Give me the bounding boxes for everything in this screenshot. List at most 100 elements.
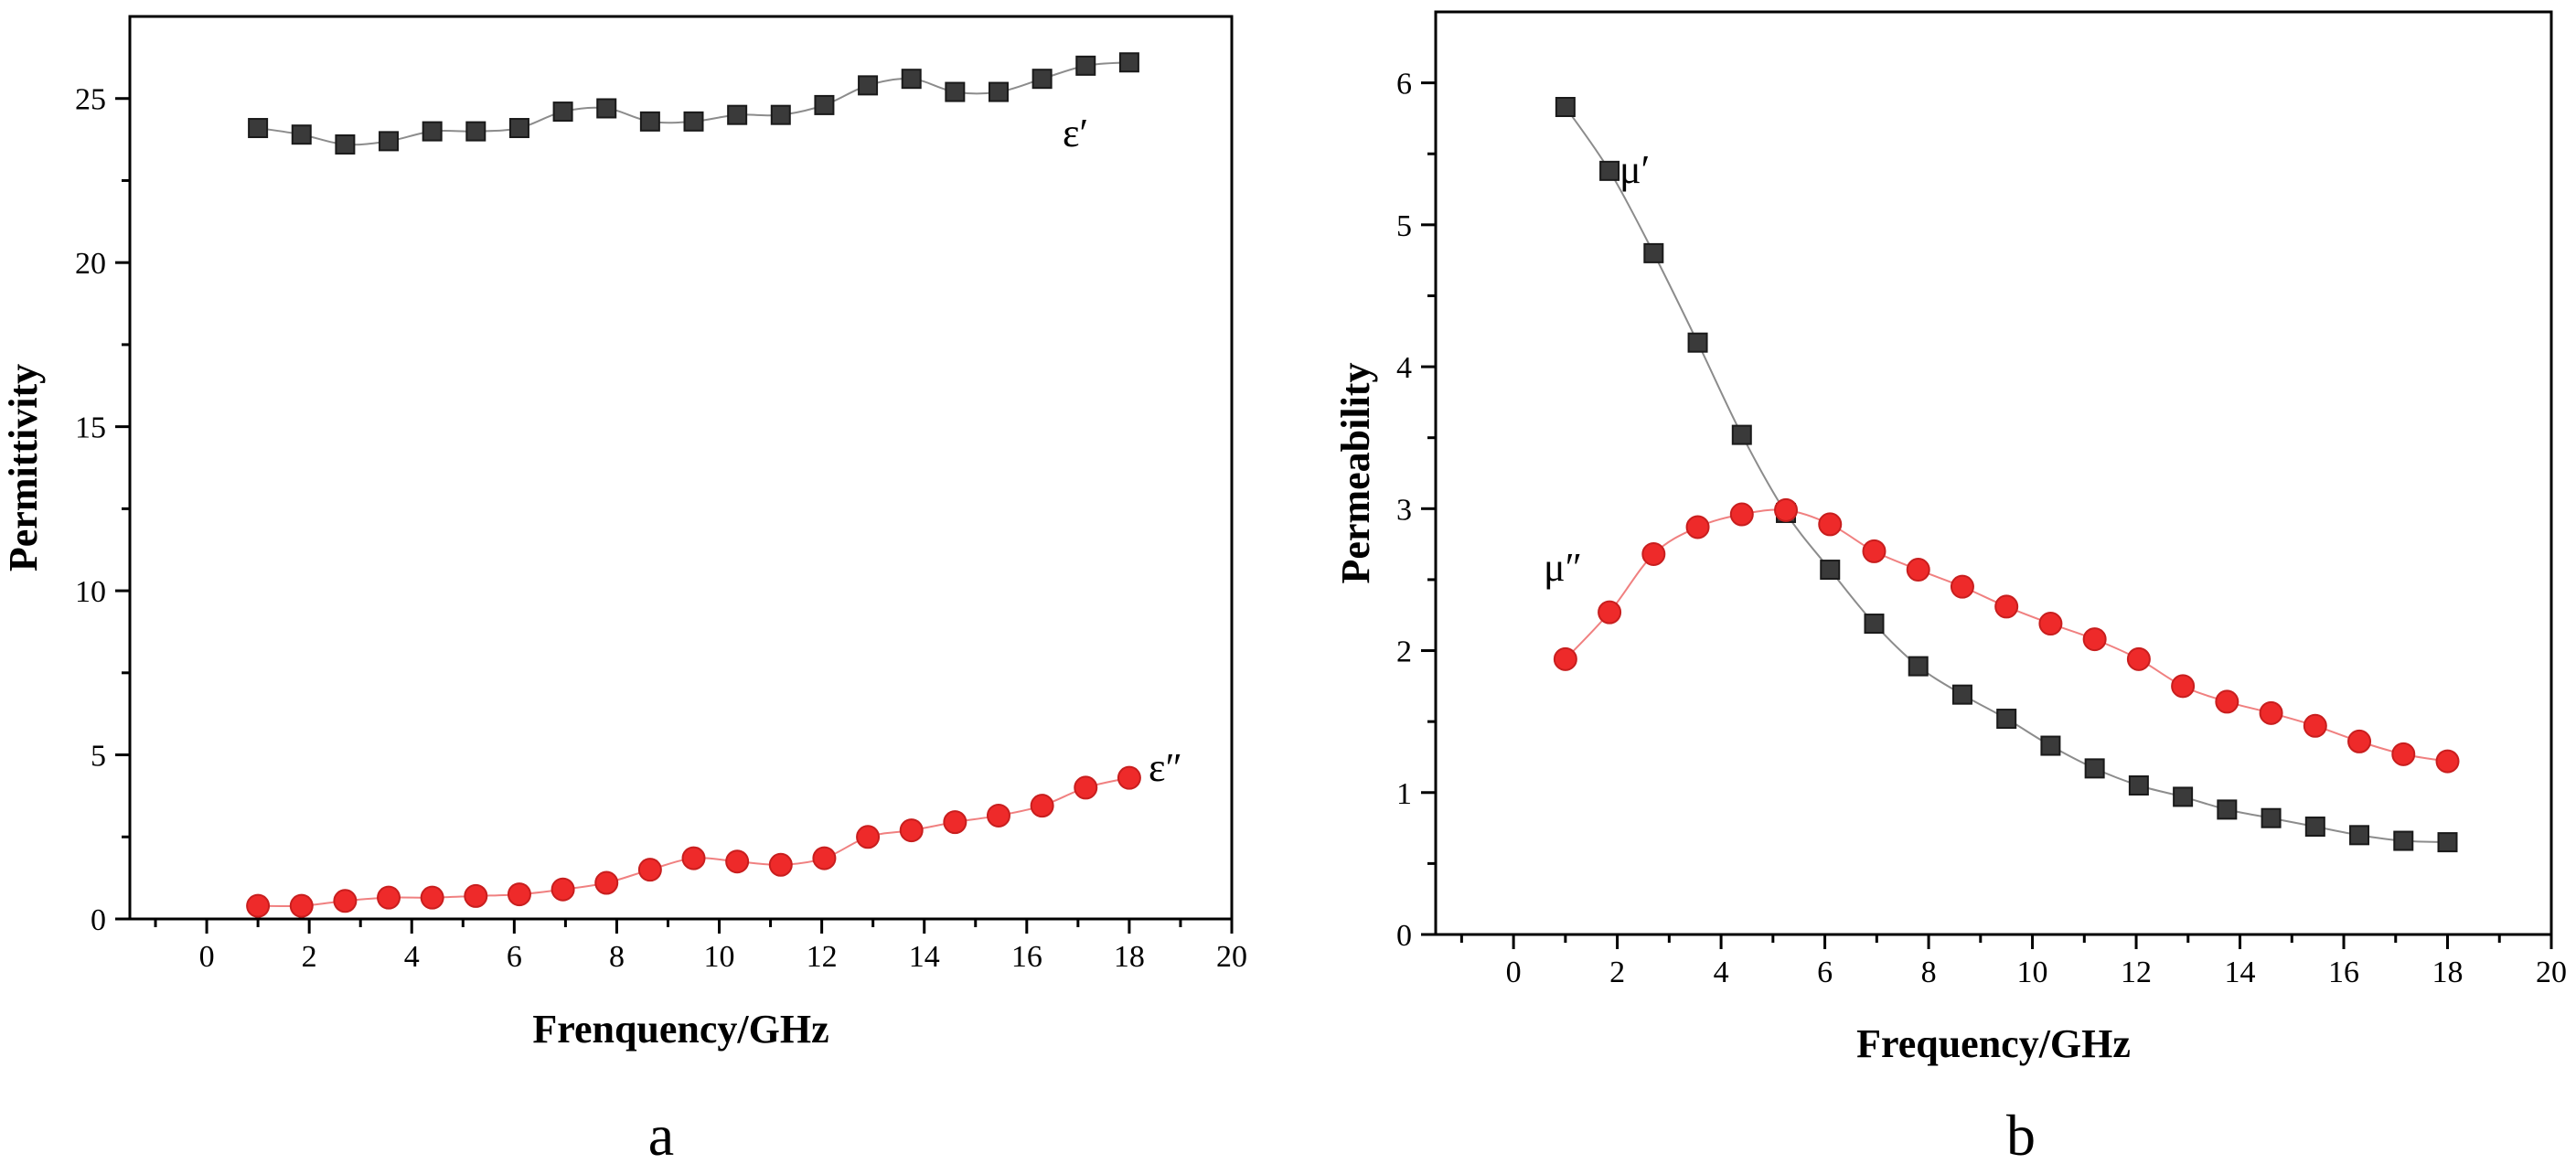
data-point-square xyxy=(1599,160,1620,181)
data-point-circle xyxy=(1117,765,1141,790)
data-point-circle xyxy=(2347,729,2372,753)
data-point-circle xyxy=(768,852,793,877)
data-point-circle xyxy=(2038,612,2063,636)
data-point-circle xyxy=(986,803,1010,828)
series-label-mu-double-prime: μ″ xyxy=(1544,545,1582,590)
data-point-square xyxy=(2393,830,2414,851)
data-point-circle xyxy=(2391,742,2416,766)
data-point-circle xyxy=(681,846,706,870)
data-point-square xyxy=(727,104,748,125)
data-point-square xyxy=(1731,424,1752,445)
data-point-circle xyxy=(464,883,488,908)
data-point-circle xyxy=(856,825,881,849)
x-tick-label: 10 xyxy=(2017,956,2048,989)
y-tick-label: 0 xyxy=(91,903,106,937)
y-tick-label: 10 xyxy=(75,575,106,609)
data-point-square xyxy=(1996,709,2017,730)
x-tick-label: 8 xyxy=(1921,956,1937,989)
x-tick-label: 6 xyxy=(1817,956,1833,989)
data-point-square xyxy=(596,98,617,119)
data-point-circle xyxy=(1641,541,1666,566)
data-point-square xyxy=(1864,614,1885,635)
y-tick-label: 5 xyxy=(91,740,106,774)
data-point-circle xyxy=(289,893,314,918)
x-tick-label: 12 xyxy=(807,940,838,974)
data-point-circle xyxy=(2082,627,2107,652)
data-point-square xyxy=(291,124,312,145)
data-point-square xyxy=(248,118,269,139)
data-point-square xyxy=(508,118,529,139)
series-label-mu-prime: μ′ xyxy=(1619,147,1650,192)
data-point-circle xyxy=(2259,700,2283,725)
data-point-circle xyxy=(2215,689,2239,714)
data-point-circle xyxy=(2126,646,2151,671)
data-point-circle xyxy=(507,882,531,907)
y-tick-label: 6 xyxy=(1396,68,1412,101)
data-point-square xyxy=(1643,242,1664,263)
data-point-circle xyxy=(1598,600,1622,625)
data-point-square xyxy=(1820,560,1841,581)
y-tick-label: 25 xyxy=(75,83,106,117)
y-tick-label: 4 xyxy=(1396,351,1412,385)
data-point-square xyxy=(1908,656,1929,677)
x-tick-label: 8 xyxy=(609,940,625,974)
data-point-square xyxy=(814,94,835,115)
x-tick-label: 18 xyxy=(2432,956,2464,989)
data-point-circle xyxy=(2435,749,2460,774)
data-point-square xyxy=(2173,786,2194,807)
data-point-circle xyxy=(1685,515,1710,539)
data-point-square xyxy=(1031,69,1053,90)
data-point-square xyxy=(335,133,356,155)
x-tick-label: 12 xyxy=(2121,956,2152,989)
data-point-square xyxy=(2261,807,2282,828)
y-tick-label: 2 xyxy=(1396,635,1412,669)
data-point-square xyxy=(1951,684,1972,705)
chart-panel-b: 0 2 4 6 8 10 12 14 16 18 200123456Frequency/GHzPer… xyxy=(1333,10,2567,1164)
data-point-circle xyxy=(637,858,662,882)
data-point-square xyxy=(379,131,400,152)
x-tick-label: 20 xyxy=(2536,956,2567,989)
data-point-circle xyxy=(594,870,619,895)
y-axis-title: Permittivity xyxy=(1,364,46,571)
y-tick-label: 15 xyxy=(75,411,106,445)
data-point-square xyxy=(945,81,966,102)
data-point-circle xyxy=(420,885,444,910)
x-tick-label: 4 xyxy=(404,940,420,974)
data-point-circle xyxy=(1774,497,1799,522)
x-tick-label: 4 xyxy=(1714,956,1729,989)
data-point-circle xyxy=(1950,574,1974,599)
data-point-circle xyxy=(246,893,271,918)
data-point-square xyxy=(1118,52,1139,73)
data-point-circle xyxy=(1729,502,1754,527)
y-tick-label: 1 xyxy=(1396,777,1412,811)
data-point-square xyxy=(639,111,660,132)
x-axis-title: Frequency/GHz xyxy=(1856,1021,2131,1066)
data-point-square xyxy=(2304,817,2325,838)
data-point-square xyxy=(2084,758,2105,779)
data-point-square xyxy=(465,121,486,142)
data-point-circle xyxy=(812,846,837,870)
x-tick-label: 16 xyxy=(1011,940,1042,974)
data-point-square xyxy=(2437,832,2458,853)
x-tick-label: 18 xyxy=(1114,940,1145,974)
y-tick-label: 5 xyxy=(1396,209,1412,243)
data-point-square xyxy=(2128,775,2149,796)
x-tick-label: 2 xyxy=(1609,956,1625,989)
x-tick-label: 16 xyxy=(2328,956,2359,989)
y-tick-label: 20 xyxy=(75,247,106,281)
x-axis-title: Frenquency/GHz xyxy=(532,1007,828,1052)
x-tick-label: 10 xyxy=(704,940,735,974)
data-point-circle xyxy=(899,818,924,843)
series-label-epsilon-prime: ε′ xyxy=(1063,111,1088,155)
x-tick-label: 14 xyxy=(2225,956,2256,989)
data-point-circle xyxy=(1553,646,1577,671)
data-point-square xyxy=(2040,735,2061,756)
x-tick-label: 2 xyxy=(302,940,317,974)
data-point-circle xyxy=(1906,558,1930,582)
data-point-circle xyxy=(1030,794,1054,818)
plot-frame xyxy=(128,15,1234,921)
chart-panel-a: 0 2 4 6 8 10 12 14 16 18 20 0 5 10 15 20 25 Frenquency/GH… xyxy=(1,15,1247,1164)
data-point-square xyxy=(552,101,573,123)
y-axis-title: Permeability xyxy=(1333,363,1378,584)
data-point-square xyxy=(1687,332,1708,353)
